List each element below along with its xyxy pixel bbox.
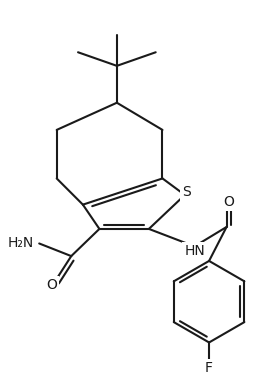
Text: H₂N: H₂N [8,237,34,251]
Text: O: O [46,278,57,292]
Text: HN: HN [184,244,205,258]
Text: O: O [223,195,234,209]
Text: F: F [205,361,213,375]
Text: S: S [182,185,191,199]
